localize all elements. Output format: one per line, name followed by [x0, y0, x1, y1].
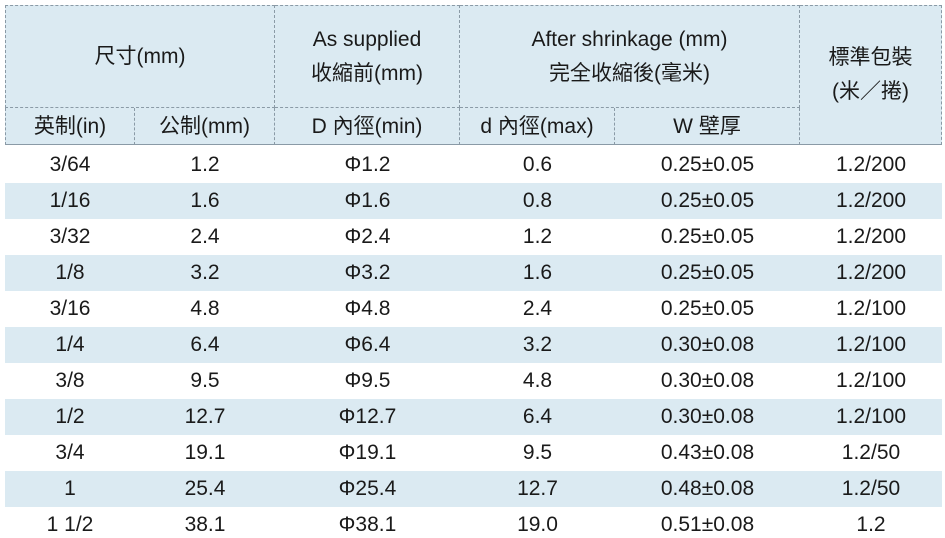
table-cell: 1 1/2: [46, 513, 94, 536]
table-cell: 1.2/50: [841, 477, 901, 500]
table-cell: 1.2/100: [835, 369, 907, 392]
table-cell: 1.2: [522, 225, 553, 248]
header-text: 標準包裝: [828, 46, 913, 69]
table-cell: 1.6: [522, 261, 553, 284]
table-row: 3/64 1.2 Φ1.2 0.6 0.25±0.05 1.2/200: [5, 147, 942, 183]
table-cell: 0.8: [522, 189, 553, 212]
header-text: As supplied: [312, 27, 422, 51]
subheader-cell: 公制(mm): [135, 108, 275, 145]
table-row: 1/8 3.2 Φ3.2 1.6 0.25±0.05 1.2/200: [5, 255, 942, 291]
header-cell: 尺寸(mm): [5, 5, 275, 108]
table-cell: 2.4: [522, 297, 553, 320]
header-text: After shrinkage (mm): [531, 27, 728, 51]
table-row: 3/8 9.5 Φ9.5 4.8 0.30±0.08 1.2/100: [5, 363, 942, 399]
table-cell: 1.2/200: [835, 153, 907, 176]
table-cell: 0.30±0.08: [660, 333, 755, 356]
table-cell: 0.25±0.05: [660, 261, 755, 284]
table-cell: 0.48±0.08: [660, 477, 755, 500]
table-cell: 25.4: [184, 477, 226, 500]
table-cell: 0.25±0.05: [660, 189, 755, 212]
table-cell: 0.30±0.08: [660, 369, 755, 392]
table-cell: 3/32: [49, 225, 91, 248]
table-cell: 4.8: [522, 369, 553, 392]
table-row: 1 1/2 38.1 Φ38.1 19.0 0.51±0.08 1.2: [5, 507, 942, 538]
table-cell: 2.4: [190, 225, 220, 248]
table-cell: 1: [64, 477, 76, 500]
header-cell: 標準包裝 (米／捲): [800, 5, 942, 145]
table-cell: 1/8: [55, 261, 85, 284]
table-cell: Φ6.4: [344, 333, 391, 356]
table-cell: 1/4: [55, 333, 85, 356]
table-cell: 1.2/50: [841, 441, 901, 464]
table-row: 3/4 19.1 Φ19.1 9.5 0.43±0.08 1.2/50: [5, 435, 942, 471]
table-cell: 1.2: [856, 513, 886, 536]
table-cell: Φ12.7: [338, 405, 397, 428]
table-cell: 1.2/100: [835, 405, 907, 428]
table-cell: 3/64: [49, 153, 91, 176]
table-row: 1 25.4 Φ25.4 12.7 0.48±0.08 1.2/50: [5, 471, 942, 507]
table-cell: Φ1.2: [344, 153, 391, 176]
table-cell: 3/8: [55, 369, 85, 392]
table-cell: 1.2/100: [835, 297, 907, 320]
table-cell: Φ38.1: [338, 513, 397, 536]
table-cell: 0.51±0.08: [660, 513, 755, 536]
table-cell: Φ4.8: [344, 297, 391, 320]
table-cell: 3.2: [190, 261, 220, 284]
header-cell: After shrinkage (mm) 完全收縮後(毫米): [460, 5, 800, 108]
table-cell: 19.1: [184, 441, 226, 464]
subheader-cell: 英制(in): [5, 108, 135, 145]
table-cell: 1.2: [190, 153, 220, 176]
header-text: (米／捲): [832, 80, 909, 103]
table-cell: 0.30±0.08: [660, 405, 755, 428]
table-cell: 1.2/200: [835, 225, 907, 248]
table-cell: 0.43±0.08: [660, 441, 755, 464]
table-cell: 0.6: [522, 153, 553, 176]
table-cell: 1.6: [190, 189, 220, 212]
table-cell: 1.2/200: [835, 261, 907, 284]
table-cell: 38.1: [184, 513, 226, 536]
table-row: 1/2 12.7 Φ12.7 6.4 0.30±0.08 1.2/100: [5, 399, 942, 435]
subheader-cell: W 壁厚: [615, 108, 800, 145]
header-cell: As supplied 收縮前(mm): [275, 5, 460, 108]
table-row: 1/4 6.4 Φ6.4 3.2 0.30±0.08 1.2/100: [5, 327, 942, 363]
table-cell: Φ3.2: [344, 261, 391, 284]
table-cell: 1/2: [55, 405, 85, 428]
header-text: 完全收縮後(毫米): [549, 61, 710, 85]
table-cell: Φ1.6: [344, 189, 391, 212]
table-cell: 4.8: [190, 297, 220, 320]
table-cell: 1/16: [49, 189, 91, 212]
table-cell: 0.25±0.05: [660, 153, 755, 176]
table-cell: 9.5: [522, 441, 553, 464]
table-row: 3/32 2.4 Φ2.4 1.2 0.25±0.05 1.2/200: [5, 219, 942, 255]
table-cell: 3.2: [522, 333, 553, 356]
table-cell: Φ2.4: [344, 225, 391, 248]
table-cell: 3/16: [49, 297, 91, 320]
subheader-cell: d 內徑(max): [460, 108, 615, 145]
table-row: 1/16 1.6 Φ1.6 0.8 0.25±0.05 1.2/200: [5, 183, 942, 219]
subheader-cell: D 內徑(min): [275, 108, 460, 145]
table-cell: 12.7: [517, 477, 558, 500]
table-cell: Φ25.4: [338, 477, 397, 500]
table-cell: 1.2/100: [835, 333, 907, 356]
table-cell: 0.25±0.05: [660, 225, 755, 248]
table-cell: Φ9.5: [344, 369, 391, 392]
header-text: 尺寸(mm): [94, 44, 186, 68]
table-cell: 6.4: [190, 333, 220, 356]
table-cell: 9.5: [190, 369, 220, 392]
table-cell: 1.2/200: [835, 189, 907, 212]
table-cell: 19.0: [517, 513, 558, 536]
table-cell: 0.25±0.05: [660, 297, 755, 320]
table-row: 3/16 4.8 Φ4.8 2.4 0.25±0.05 1.2/100: [5, 291, 942, 327]
table-cell: 3/4: [55, 441, 85, 464]
table-cell: 6.4: [522, 405, 553, 428]
table-cell: Φ19.1: [338, 441, 397, 464]
table-cell: 12.7: [184, 405, 226, 428]
header-text: 收縮前(mm): [311, 61, 423, 85]
